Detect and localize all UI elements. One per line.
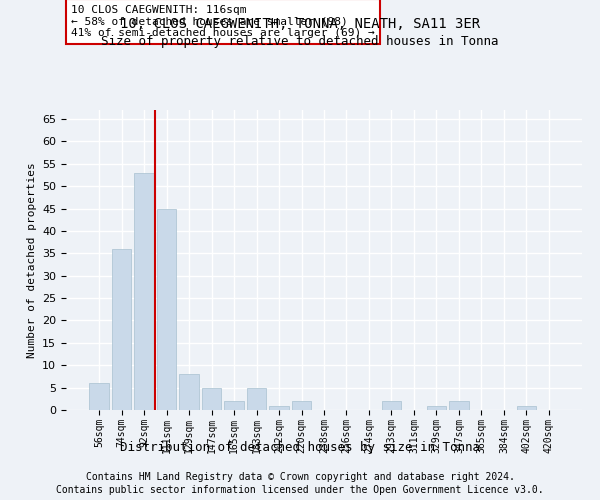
Bar [382,401,401,410]
Bar [292,401,311,410]
Text: 10 CLOS CAEGWENITH: 116sqm
← 58% of detached houses are smaller (98)
41% of semi: 10 CLOS CAEGWENITH: 116sqm ← 58% of deta… [71,5,375,38]
Text: Contains HM Land Registry data © Crown copyright and database right 2024.: Contains HM Land Registry data © Crown c… [86,472,514,482]
Bar [157,208,176,410]
Y-axis label: Number of detached properties: Number of detached properties [26,162,37,358]
Text: Distribution of detached houses by size in Tonna: Distribution of detached houses by size … [120,441,480,454]
Bar [134,172,154,410]
Bar [247,388,266,410]
Bar [112,249,131,410]
Bar [427,406,446,410]
Bar [89,383,109,410]
Bar [179,374,199,410]
Bar [517,406,536,410]
Bar [449,401,469,410]
Bar [202,388,221,410]
Text: Contains public sector information licensed under the Open Government Licence v3: Contains public sector information licen… [56,485,544,495]
Text: Size of property relative to detached houses in Tonna: Size of property relative to detached ho… [101,35,499,48]
Bar [224,401,244,410]
Text: 10, CLOS CAEGWENITH, TONNA, NEATH, SA11 3ER: 10, CLOS CAEGWENITH, TONNA, NEATH, SA11 … [120,18,480,32]
Bar [269,406,289,410]
